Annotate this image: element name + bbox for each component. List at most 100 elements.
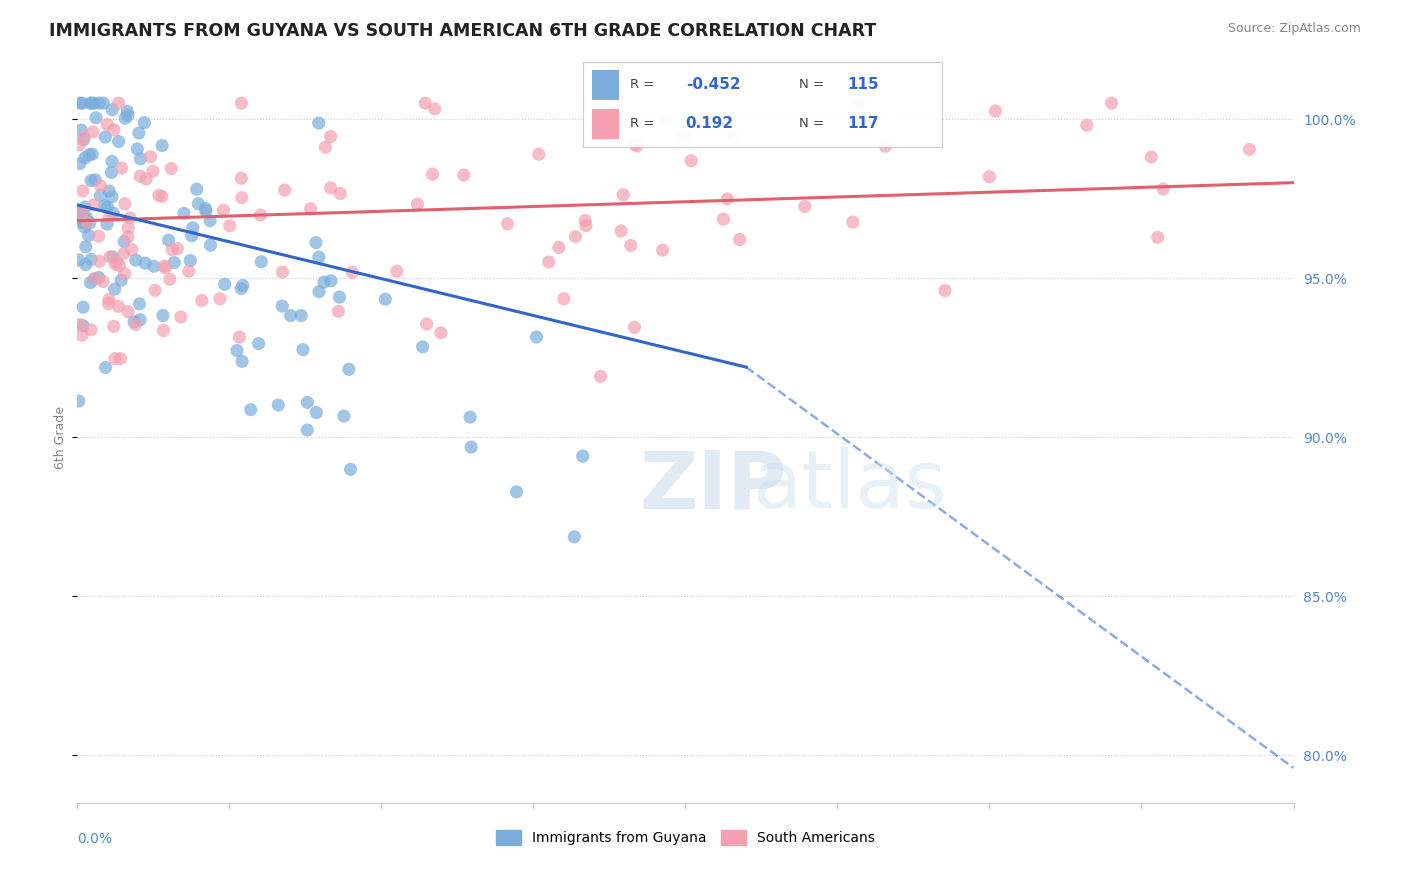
Point [90,178,112,193]
Point [97,297,120,311]
Point [374,292,396,306]
Point [453,168,475,182]
Point [562,530,585,544]
Point [67,137,90,152]
Point [134,116,156,130]
Point [84,173,107,187]
Point [564,229,586,244]
Point [231,171,253,186]
Point [83,198,105,212]
Point [610,224,633,238]
Point [67,211,90,226]
Point [1101,96,1123,111]
Point [191,293,214,308]
Point [87,270,110,285]
Point [103,206,125,220]
Point [84,271,107,285]
Point [319,274,342,288]
Point [305,235,328,250]
Point [337,362,360,376]
Point [79,276,101,290]
Point [72,318,94,333]
Point [72,96,94,111]
Point [793,199,815,213]
Point [305,406,328,420]
Point [73,219,96,234]
Point [413,96,436,111]
Point [114,111,136,125]
Text: IMMIGRANTS FROM GUYANA VS SOUTH AMERICAN 6TH GRADE CORRELATION CHART: IMMIGRANTS FROM GUYANA VS SOUTH AMERICAN… [49,22,876,40]
Point [94,360,117,375]
Point [75,211,97,225]
Point [87,229,110,244]
Point [107,135,129,149]
Point [100,165,122,179]
Point [83,96,105,111]
Point [103,319,125,334]
Point [162,243,184,257]
Legend: Immigrants from Guyana, South Americans: Immigrants from Guyana, South Americans [491,825,880,851]
Point [342,265,364,279]
Point [231,354,253,368]
Point [194,204,217,219]
Point [96,200,118,214]
Point [231,282,253,296]
Text: 0.0%: 0.0% [77,832,112,846]
Point [70,328,93,343]
Point [273,183,295,197]
Point [114,267,136,281]
Point [76,216,98,230]
Point [127,142,149,156]
Point [73,211,96,225]
Point [232,278,254,293]
Point [208,292,231,306]
Point [112,247,135,261]
Point [108,259,131,273]
Point [339,462,361,476]
Y-axis label: 6th Grade: 6th Grade [53,406,67,468]
Point [134,256,156,270]
Point [842,215,865,229]
Point [160,161,183,176]
Point [626,139,648,153]
Point [73,151,96,165]
Text: Source: ZipAtlas.com: Source: ZipAtlas.com [1227,22,1361,36]
Point [250,254,273,268]
Point [75,258,97,272]
Point [72,184,94,198]
Point [152,323,174,337]
Point [117,230,139,244]
Point [72,300,94,314]
Point [1152,182,1174,196]
Point [91,275,114,289]
Point [198,213,221,227]
Point [125,253,148,268]
Point [70,123,93,137]
Point [200,238,222,252]
Point [328,290,350,304]
Point [181,220,204,235]
Point [177,264,200,278]
Point [94,130,117,145]
Text: 117: 117 [846,116,879,131]
Point [249,208,271,222]
Point [103,122,125,136]
Point [875,139,897,153]
Point [460,440,482,454]
Point [135,172,157,186]
Point [314,275,336,289]
Point [226,343,249,358]
Text: N =: N = [799,78,824,91]
Point [89,188,111,202]
Point [728,232,751,246]
Point [117,104,139,119]
Point [89,96,111,111]
Point [934,284,956,298]
Point [114,196,136,211]
Point [247,336,270,351]
Point [267,398,290,412]
Point [173,206,195,220]
Point [142,164,165,178]
Point [105,255,128,269]
Text: R =: R = [630,78,654,91]
